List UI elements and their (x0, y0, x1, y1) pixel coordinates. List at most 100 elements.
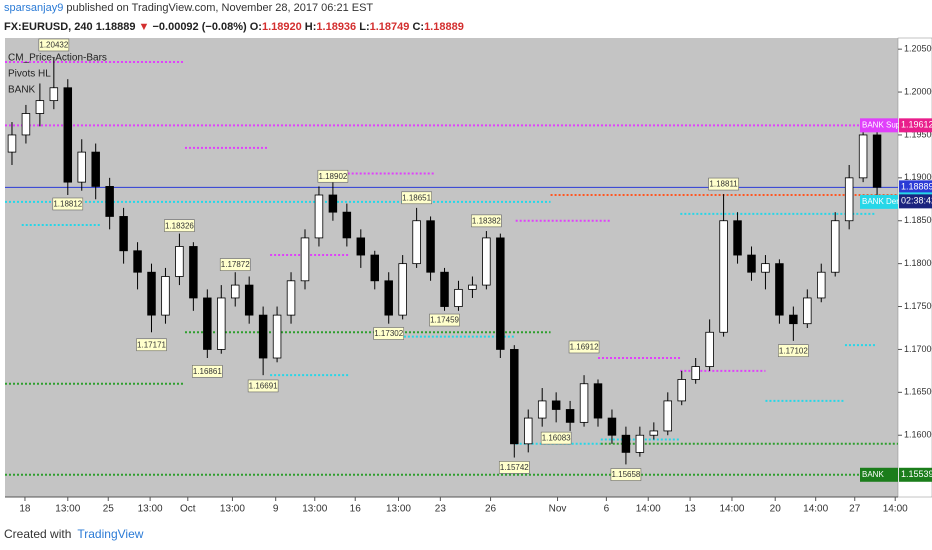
y-tick-label: 1.20500 (904, 44, 932, 54)
pivot-label: 1.17459 (430, 316, 459, 325)
candle-body (482, 237, 491, 286)
published: published on TradingView.com, November 2… (66, 2, 374, 14)
created: Created with (4, 527, 72, 541)
c-label: C: (412, 21, 425, 33)
candle-body (844, 177, 854, 222)
pivot-box (401, 191, 432, 205)
y-tick-label: 1.19500 (904, 129, 932, 139)
pivot-box (247, 379, 279, 393)
candle-body (579, 383, 589, 423)
candle-body (189, 246, 198, 299)
author[interactable]: sparsanjay9 (4, 2, 64, 14)
pivot-label: 1.16691 (249, 382, 278, 391)
candle-body (175, 246, 184, 277)
candle-body (830, 220, 840, 273)
brand[interactable]: TradingView (77, 527, 144, 541)
candle-body (858, 134, 868, 179)
countdown-box (899, 194, 932, 209)
candle-body (663, 400, 673, 432)
x-tick-label: 13:00 (55, 504, 80, 515)
candle-body (77, 151, 86, 183)
pivot-label: 1.18382 (472, 216, 501, 225)
x-tick-label: 14:00 (883, 504, 908, 515)
indicator-name: Pivots HL (8, 69, 51, 80)
pivot-label: 1.18326 (165, 221, 194, 230)
candle-body (63, 87, 73, 183)
y-tick-label: 1.16000 (904, 430, 932, 440)
candle-body (440, 271, 449, 307)
candle-body (230, 284, 240, 299)
l-label: L: (359, 21, 370, 33)
price-tag-label: 1.19612 (901, 120, 932, 130)
candle-body (607, 417, 617, 436)
candle-body (147, 271, 156, 316)
chart: 1.20500 1.20000 1.19500 1.19000 1.18500 1.180… (5, 37, 932, 515)
y-tick-label: 1.18000 (904, 258, 932, 268)
price-axis (897, 37, 932, 498)
candle-body (565, 409, 575, 423)
x-tick-label: 14:00 (636, 504, 661, 515)
candle-body (105, 186, 114, 217)
pivot-box (52, 197, 84, 211)
pivot-box (568, 340, 600, 354)
candle-body (272, 314, 282, 359)
candle-body (21, 113, 31, 136)
candle-body (510, 349, 519, 445)
x-tick-label: 13:00 (386, 504, 411, 515)
h-label: H: (304, 21, 317, 33)
candle-body (649, 430, 659, 436)
zone-box (860, 194, 898, 209)
candle-body (803, 297, 812, 325)
pivot-box (778, 344, 809, 357)
zone-box (860, 118, 898, 133)
pivot-label: 1.17102 (779, 346, 808, 355)
candle-body (551, 400, 561, 410)
x-tick-label: 13 (685, 504, 697, 515)
footer: Created with TradingView (4, 527, 143, 541)
o: 1.18920 (261, 21, 302, 33)
candle-body (314, 194, 324, 239)
candle-body (775, 263, 784, 316)
candle-body (426, 220, 435, 273)
candle-body (719, 220, 728, 333)
pivot-label: 1.15742 (500, 463, 529, 472)
x-tick-label: 25 (103, 504, 115, 515)
pivot-label: 1.18811 (709, 180, 738, 189)
x-tick-label: 6 (604, 504, 610, 515)
h: 1.18936 (316, 21, 357, 33)
pivot-box (429, 313, 460, 327)
y-tick-label: 1.17000 (904, 344, 932, 354)
candle-body (217, 297, 226, 350)
candle-body (817, 271, 826, 299)
candle-body (7, 134, 17, 153)
pivot-label: 1.16912 (570, 343, 599, 352)
c: 1.18889 (424, 21, 464, 33)
candle-body (412, 220, 421, 265)
indicator-name: CM_Price-Action-Bars (8, 53, 107, 64)
price-tag (899, 467, 932, 482)
pivot-box (610, 468, 642, 481)
countdown: 02:38:42 (901, 196, 932, 206)
candle-body (398, 263, 407, 316)
candle-body (300, 237, 310, 282)
price-tag-label: 1.15539 (901, 469, 932, 479)
x-tick-label: 16 (350, 504, 362, 515)
o-label: O: (249, 21, 262, 33)
candle-body (496, 237, 505, 350)
pivot-label: 1.20432 (39, 41, 68, 50)
pivot-label: 1.18651 (402, 193, 431, 202)
candle-body (733, 220, 742, 256)
zone-label: BANK Supply (862, 120, 910, 129)
x-tick-label: 26 (485, 504, 497, 515)
pivot-box (373, 327, 405, 340)
pivot-label: 1.18812 (53, 200, 82, 209)
candle-body (635, 434, 645, 453)
candle-body (524, 417, 533, 445)
candle-body (705, 331, 714, 367)
pivot-label: 1.17171 (137, 340, 166, 349)
candle-body (35, 100, 45, 114)
candle-body (161, 276, 170, 316)
y-tick-label: 1.18500 (904, 215, 932, 225)
candle-body (328, 194, 338, 213)
pivot-box (136, 338, 167, 352)
